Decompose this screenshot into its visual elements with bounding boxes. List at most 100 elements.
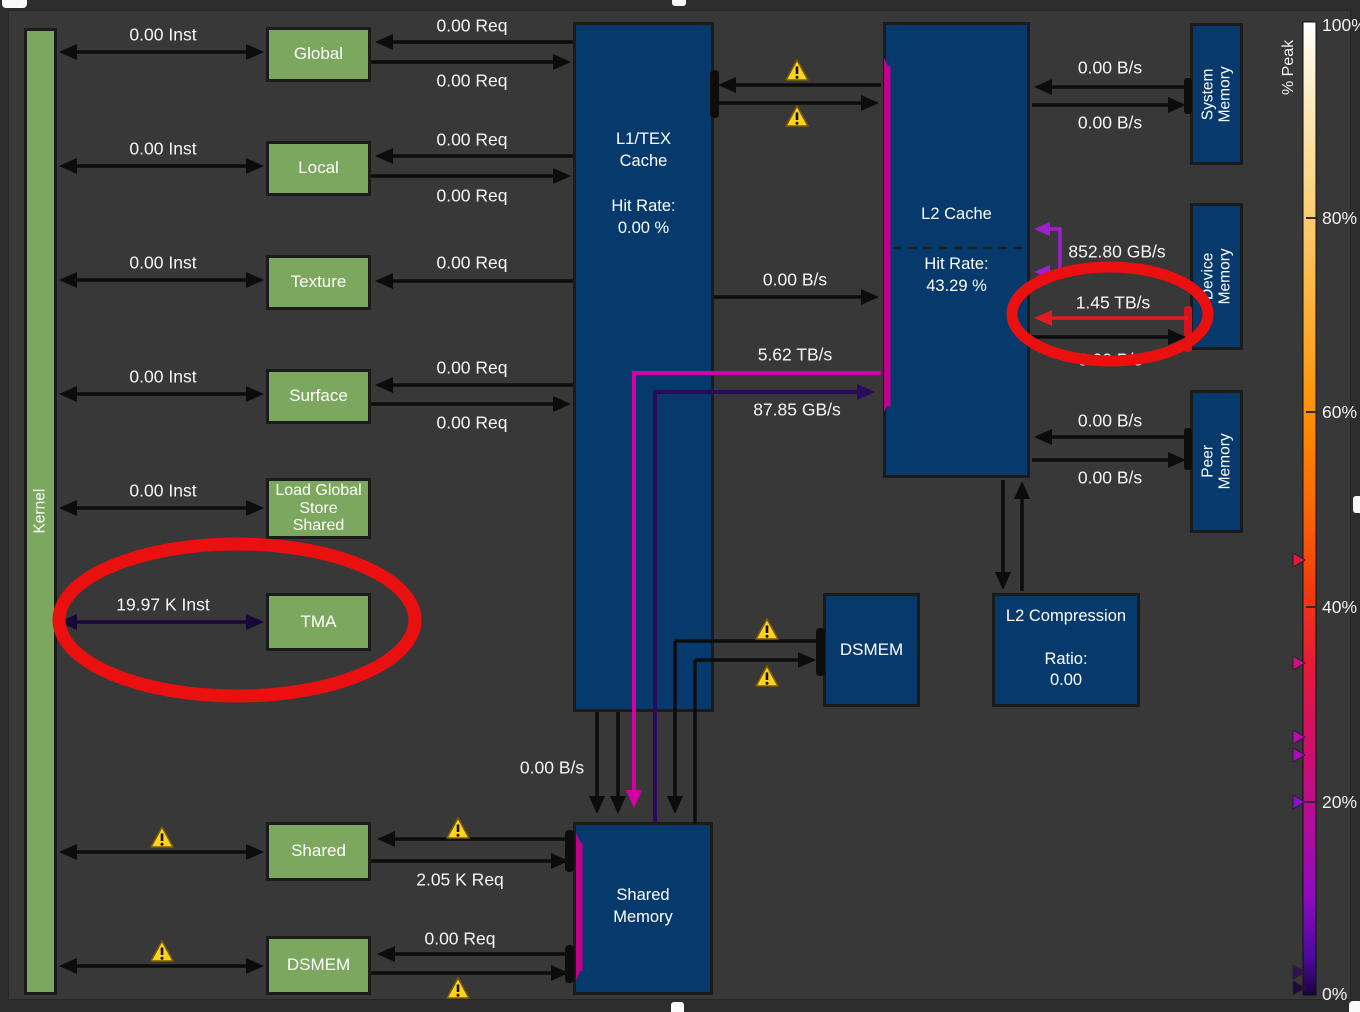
l2-compression-ratio-value: 0.00	[1049, 671, 1083, 690]
colorbar-tick-80: 80%	[1322, 208, 1358, 228]
flow-label-kernel-global: 0.00 Inst	[129, 24, 197, 45]
peer-memory-block[interactable]: Peer Memory	[1190, 390, 1243, 533]
texture-label: Texture	[290, 272, 347, 292]
global-block[interactable]: Global	[266, 27, 371, 82]
l2-compression-text: L2 Compression Ratio: 0.00	[992, 606, 1140, 692]
lgss-line1: Load Global	[275, 482, 362, 500]
lgss-line2: Store	[299, 499, 338, 517]
flow-label-devmem-write: 0.00 B/s	[1077, 349, 1143, 370]
scrollbar-thumb-bottom[interactable]	[671, 1002, 684, 1012]
l2-smem-magenta-flow	[626, 371, 881, 808]
l1-title-line1: L1/TEX	[615, 130, 672, 148]
colorbar-tick-20: 20%	[1322, 792, 1358, 812]
l1-l2-arrows	[714, 83, 881, 299]
l2-compression-purple-bracket	[1034, 222, 1062, 279]
colorbar-tick-60: 60%	[1322, 402, 1358, 422]
flow-label-surface-req-in: 0.00 Req	[436, 357, 508, 378]
flow-label-peer-read: 0.00 B/s	[1077, 410, 1143, 431]
kernel-tma-arrow	[59, 614, 264, 630]
flow-label-local-req-in: 0.00 Req	[436, 129, 508, 150]
flow-label-sysmem-read: 0.00 B/s	[1077, 57, 1143, 78]
l1-l2-arrowheads	[718, 77, 879, 305]
l2-hit-rate-value: 43.29 %	[926, 277, 987, 296]
flow-label-texture-req: 0.00 Req	[436, 252, 508, 273]
smem-left-port-bottom	[565, 945, 574, 983]
global-label: Global	[293, 44, 344, 64]
peer-left-port	[1184, 428, 1192, 470]
l2-compression-title: L2 Compression	[1005, 607, 1127, 625]
scrollbar-corner-top-left[interactable]	[2, 0, 27, 8]
smem-left-port-top	[565, 830, 574, 872]
flow-label-dsmem-req: 0.00 Req	[424, 928, 496, 949]
flow-label-kernel-texture: 0.00 Inst	[129, 252, 197, 273]
dsmem-label: DSMEM	[839, 639, 904, 659]
l1-hit-rate-value: 0.00 %	[617, 219, 670, 238]
flow-label-global-req-in: 0.00 Req	[436, 15, 508, 36]
shared-memory-line1: Shared	[616, 886, 670, 904]
dsmem-source-label: DSMEM	[286, 955, 351, 975]
l1-smem-lines	[595, 639, 821, 824]
flow-label-compression-gbs: 852.80 GB/s	[1068, 241, 1166, 262]
l1-right-port	[710, 70, 719, 118]
dsmem-source-block[interactable]: DSMEM	[266, 936, 371, 995]
scrollbar-thumb-right[interactable]	[1353, 496, 1360, 513]
lgss-label: Load Global Store Shared	[275, 482, 361, 535]
flow-label-l1-smem-bs: 0.00 B/s	[519, 757, 585, 778]
flow-label-kernel-tma: 19.97 K Inst	[116, 594, 210, 615]
kernel-arrowheads	[59, 44, 264, 974]
l1-tex-cache-block[interactable]	[573, 22, 714, 712]
surface-block[interactable]: Surface	[266, 369, 371, 424]
l2-cache-block[interactable]	[883, 22, 1030, 478]
l2-cache-title: L2 Cache	[921, 205, 992, 223]
flow-label-shared-req: 2.05 K Req	[416, 869, 504, 890]
l1-hit-rate-label: Hit Rate:	[611, 196, 676, 215]
flow-label-local-req-out: 0.00 Req	[436, 185, 508, 206]
l2-hit-rate-label: Hit Rate:	[924, 255, 989, 273]
local-label: Local	[298, 158, 339, 178]
flow-label-peer-write: 0.00 B/s	[1077, 467, 1143, 488]
flow-label-kernel-local: 0.00 Inst	[129, 138, 197, 159]
texture-block[interactable]: Texture	[266, 255, 371, 310]
shared-label: Shared	[291, 841, 346, 861]
l1-smem-arrowheads	[589, 652, 816, 814]
l2-hit-rate: Hit Rate: 43.29 %	[883, 253, 1030, 298]
shared-memory-text: Shared Memory	[573, 884, 713, 929]
local-block[interactable]: Local	[266, 141, 371, 196]
l2-compression-ratio-label: Ratio:	[1044, 649, 1088, 668]
shared-block[interactable]: Shared	[266, 822, 371, 881]
l2-compression-arrows	[995, 480, 1030, 591]
system-memory-block[interactable]: System Memory	[1190, 23, 1243, 165]
shared-memory-block[interactable]	[573, 822, 713, 995]
box-l1-arrowheads	[375, 34, 571, 981]
flow-label-kernel-surface: 0.00 Inst	[129, 366, 197, 387]
kernel-block[interactable]: Kernel	[24, 28, 57, 995]
l2-compression-block[interactable]	[992, 593, 1140, 707]
scrollbar-thumb-top[interactable]	[672, 0, 686, 6]
l1-tex-cache-text: L1/TEX Cache Hit Rate: 0.00 %	[573, 128, 714, 239]
colorbar-tick-100: 100%	[1322, 15, 1360, 35]
smem-l2-purple-flow	[653, 384, 875, 824]
sysmem-left-port	[1184, 78, 1192, 114]
devmem-left-port	[1184, 306, 1192, 352]
lgss-line3: Shared	[292, 517, 345, 535]
dsmem-left-port	[816, 628, 825, 676]
colorbar-tick-0: 0%	[1322, 984, 1348, 1004]
box-l1-arrows	[371, 40, 573, 975]
l1-title-line2: Cache	[619, 152, 668, 171]
colorbar-tick-40: 40%	[1322, 597, 1358, 617]
scrollbar-corner-bottom-right[interactable]	[1349, 1001, 1360, 1012]
kernel-arrows	[70, 50, 252, 968]
flow-label-kernel-lgss: 0.00 Inst	[129, 480, 197, 501]
flow-label-l2-smem-tbs: 5.62 TB/s	[757, 344, 833, 365]
surface-label: Surface	[289, 386, 348, 406]
flow-label-l1-l2-bs: 0.00 B/s	[762, 269, 828, 290]
flow-label-global-req-out: 0.00 Req	[436, 70, 508, 91]
flow-label-devmem-read: 1.45 TB/s	[1075, 292, 1151, 313]
flow-label-surface-req-out: 0.00 Req	[436, 412, 508, 433]
shared-memory-line2: Memory	[613, 908, 673, 927]
flow-label-sysmem-write: 0.00 B/s	[1077, 112, 1143, 133]
peak-colorbar	[1292, 21, 1318, 996]
colorbar-value-markers	[1292, 552, 1306, 996]
